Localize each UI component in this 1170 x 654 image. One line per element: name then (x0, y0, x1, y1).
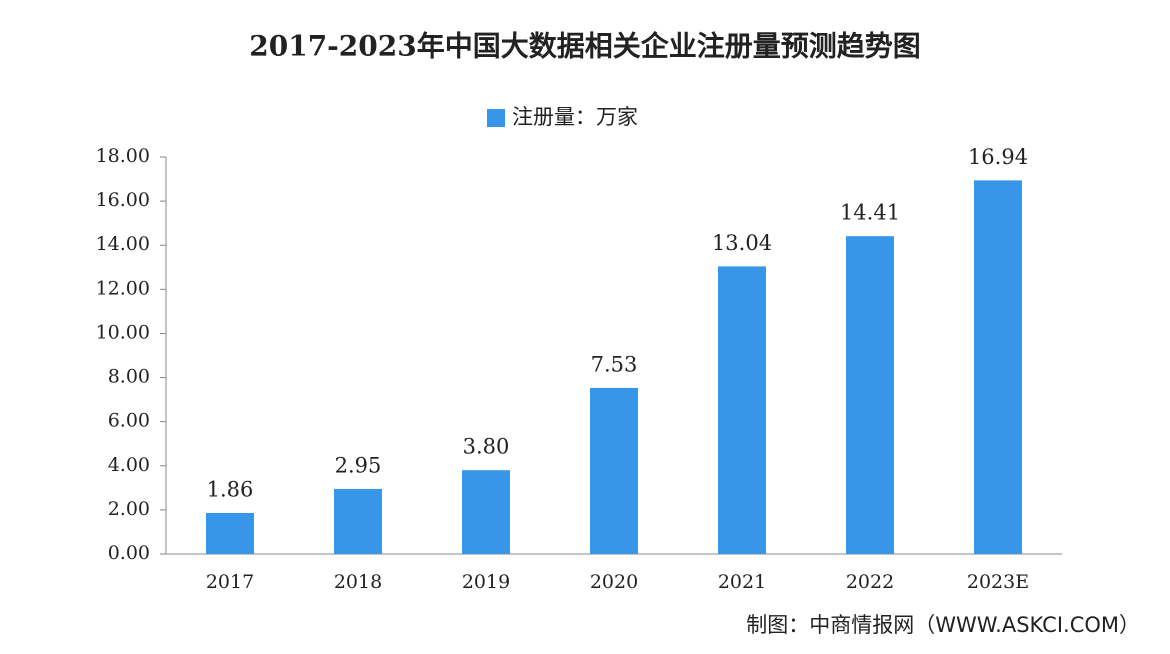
legend-label: 注册量：万家 (512, 105, 638, 129)
value-label: 2.95 (335, 453, 382, 477)
legend-swatch (487, 109, 505, 127)
value-label: 1.86 (207, 477, 254, 501)
value-label: 3.80 (463, 435, 510, 459)
value-label: 13.04 (712, 231, 772, 255)
y-tick-label: 12.00 (96, 277, 150, 299)
bar (334, 488, 382, 554)
x-tick-label: 2023E (967, 571, 1029, 593)
x-tick-label: 2017 (206, 571, 254, 593)
x-tick-label: 2019 (462, 571, 510, 593)
x-tick-label: 2022 (846, 571, 894, 593)
y-tick-label: 0.00 (108, 542, 150, 564)
footer: 制图：中商情报网（WWW.ASKCI.COM） (746, 613, 1140, 637)
bar (846, 236, 894, 554)
bar (462, 470, 510, 554)
y-tick-label: 16.00 (96, 189, 150, 211)
y-tick-label: 2.00 (108, 498, 150, 520)
y-tick-label: 4.00 (108, 454, 150, 476)
bar (206, 512, 254, 554)
bar (590, 387, 638, 554)
value-label: 14.41 (840, 201, 900, 225)
x-tick-label: 2021 (718, 571, 766, 593)
x-tick-label: 2018 (334, 571, 382, 593)
x-tick-label: 2020 (590, 571, 638, 593)
value-label: 7.53 (591, 352, 638, 376)
y-tick-label: 10.00 (96, 321, 150, 343)
y-tick-label: 14.00 (96, 233, 150, 255)
y-tick-label: 8.00 (108, 366, 150, 388)
bar (974, 180, 1022, 554)
value-label: 16.94 (968, 145, 1028, 169)
chart-title: 2017-2023年中国大数据相关企业注册量预测趋势图 (249, 30, 920, 63)
bar (718, 266, 766, 554)
y-tick-label: 6.00 (108, 410, 150, 432)
y-tick-label: 18.00 (96, 145, 150, 167)
